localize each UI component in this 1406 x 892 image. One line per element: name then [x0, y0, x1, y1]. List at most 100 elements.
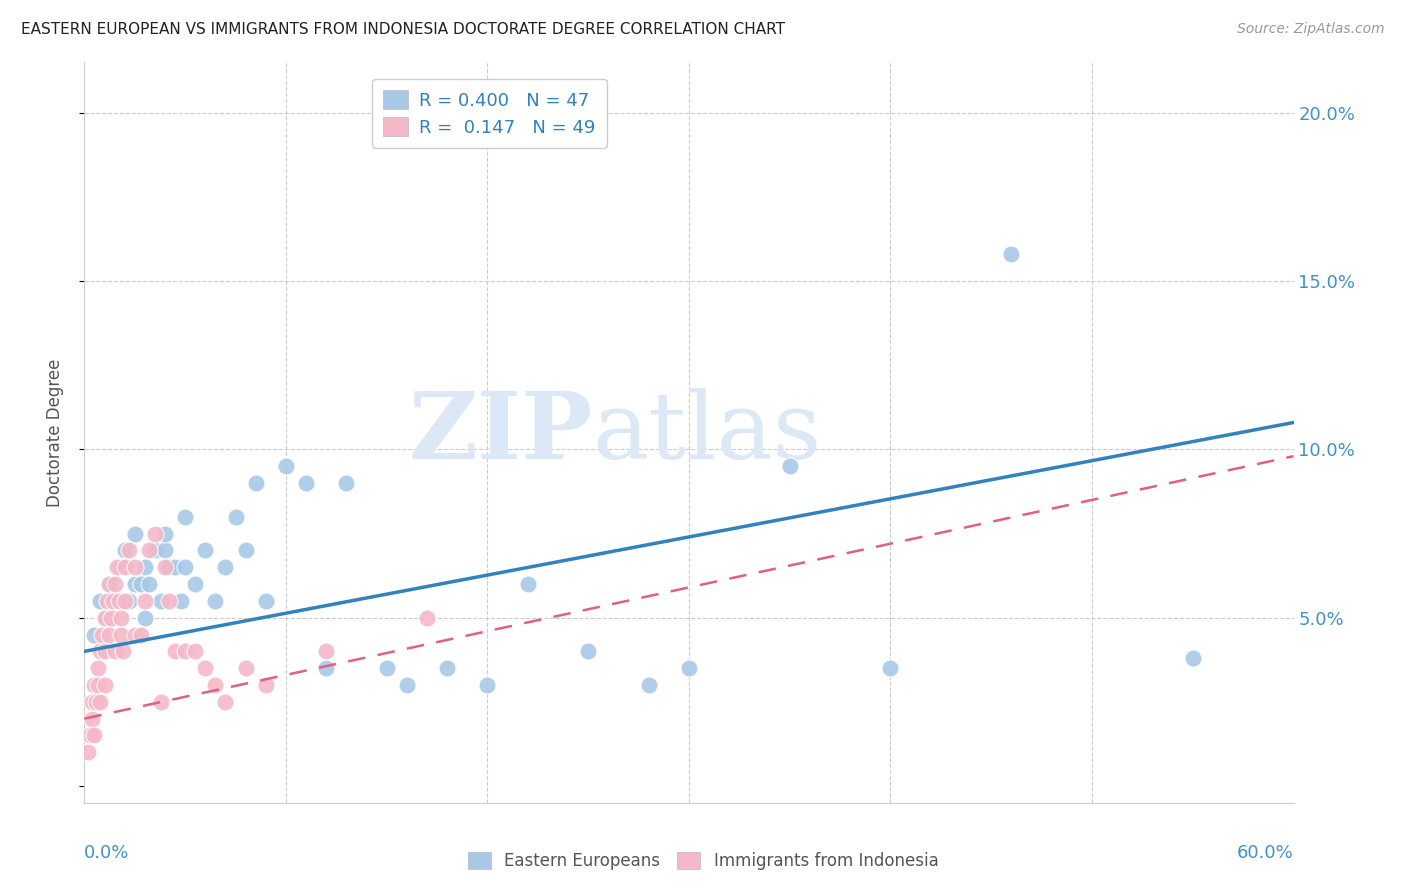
- Point: [143, 543, 166, 558]
- Point: [79, 729, 101, 743]
- Point: [93, 678, 115, 692]
- Point: [89, 644, 111, 658]
- Point: [134, 610, 156, 624]
- Point: [245, 476, 267, 491]
- Point: [184, 644, 207, 658]
- Point: [174, 560, 197, 574]
- Point: [124, 627, 146, 641]
- Point: [315, 661, 337, 675]
- Point: [105, 560, 128, 574]
- Point: [157, 560, 180, 574]
- Point: [375, 661, 398, 675]
- Point: [124, 560, 146, 574]
- Point: [254, 678, 277, 692]
- Point: [165, 644, 187, 658]
- Point: [89, 695, 111, 709]
- Point: [118, 543, 141, 558]
- Point: [416, 610, 439, 624]
- Point: [101, 594, 124, 608]
- Point: [194, 661, 217, 675]
- Point: [110, 560, 132, 574]
- Point: [93, 610, 115, 624]
- Point: [83, 627, 105, 641]
- Point: [149, 594, 172, 608]
- Point: [165, 560, 187, 574]
- Point: [82, 695, 104, 709]
- Point: [274, 459, 297, 474]
- Point: [138, 577, 160, 591]
- Point: [436, 661, 458, 675]
- Point: [235, 661, 257, 675]
- Point: [153, 526, 176, 541]
- Point: [114, 594, 136, 608]
- Point: [678, 661, 700, 675]
- Point: [1181, 651, 1204, 665]
- Text: Source: ZipAtlas.com: Source: ZipAtlas.com: [1237, 22, 1385, 37]
- Point: [295, 476, 318, 491]
- Point: [779, 459, 801, 474]
- Point: [114, 560, 136, 574]
- Point: [1000, 247, 1022, 261]
- Text: EASTERN EUROPEAN VS IMMIGRANTS FROM INDONESIA DOCTORATE DEGREE CORRELATION CHART: EASTERN EUROPEAN VS IMMIGRANTS FROM INDO…: [21, 22, 785, 37]
- Point: [83, 678, 105, 692]
- Point: [576, 644, 599, 658]
- Y-axis label: Doctorate Degree: Doctorate Degree: [45, 359, 63, 507]
- Point: [93, 610, 115, 624]
- Point: [97, 577, 120, 591]
- Point: [134, 594, 156, 608]
- Point: [89, 594, 111, 608]
- Point: [225, 509, 247, 524]
- Point: [395, 678, 418, 692]
- Point: [124, 577, 146, 591]
- Point: [110, 610, 132, 624]
- Point: [129, 577, 152, 591]
- Point: [879, 661, 901, 675]
- Point: [118, 594, 141, 608]
- Point: [637, 678, 659, 692]
- Text: 60.0%: 60.0%: [1237, 844, 1294, 862]
- Text: ZIP: ZIP: [408, 388, 592, 477]
- Text: 0.0%: 0.0%: [84, 844, 129, 862]
- Point: [87, 661, 110, 675]
- Point: [214, 560, 236, 574]
- Point: [111, 644, 134, 658]
- Point: [477, 678, 499, 692]
- Point: [516, 577, 538, 591]
- Point: [153, 543, 176, 558]
- Point: [100, 610, 122, 624]
- Point: [114, 543, 136, 558]
- Point: [184, 577, 207, 591]
- Point: [335, 476, 357, 491]
- Point: [124, 526, 146, 541]
- Text: atlas: atlas: [592, 388, 821, 477]
- Point: [104, 644, 127, 658]
- Point: [97, 627, 120, 641]
- Point: [93, 644, 115, 658]
- Point: [129, 627, 152, 641]
- Point: [153, 560, 176, 574]
- Point: [87, 678, 110, 692]
- Point: [254, 594, 277, 608]
- Point: [138, 543, 160, 558]
- Point: [149, 695, 172, 709]
- Point: [86, 695, 108, 709]
- Point: [96, 594, 118, 608]
- Point: [107, 594, 129, 608]
- Point: [170, 594, 193, 608]
- Point: [204, 594, 226, 608]
- Point: [110, 627, 132, 641]
- Legend: R = 0.400   N = 47, R =  0.147   N = 49: R = 0.400 N = 47, R = 0.147 N = 49: [373, 78, 606, 147]
- Point: [315, 644, 337, 658]
- Point: [235, 543, 257, 558]
- Point: [174, 509, 197, 524]
- Point: [157, 594, 180, 608]
- Point: [91, 627, 114, 641]
- Point: [104, 594, 127, 608]
- Point: [134, 560, 156, 574]
- Point: [143, 526, 166, 541]
- Legend: Eastern Europeans, Immigrants from Indonesia: Eastern Europeans, Immigrants from Indon…: [461, 845, 945, 877]
- Point: [194, 543, 217, 558]
- Point: [214, 695, 236, 709]
- Point: [204, 678, 226, 692]
- Point: [83, 729, 105, 743]
